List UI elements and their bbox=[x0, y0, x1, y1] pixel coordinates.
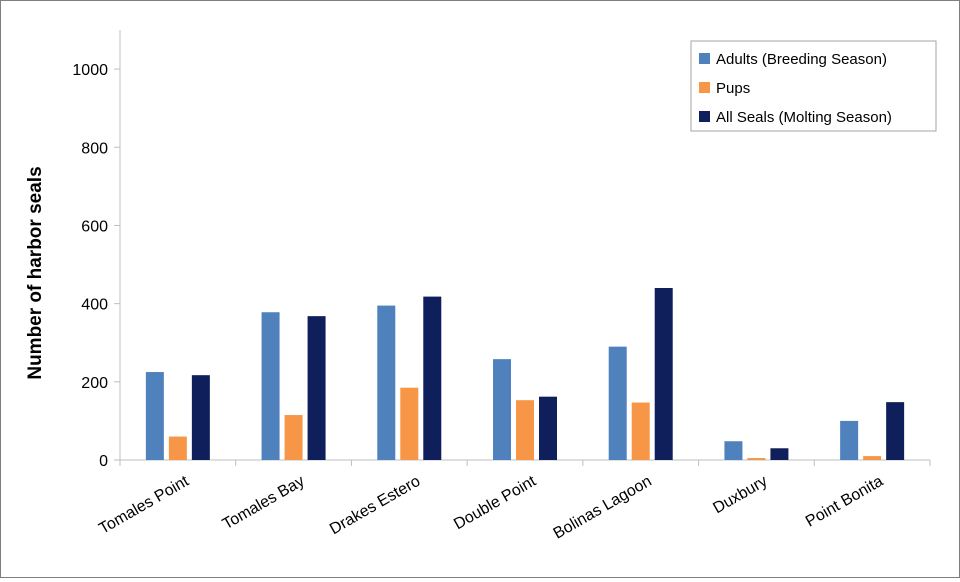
bars bbox=[145, 288, 905, 460]
y-tick-label: 600 bbox=[81, 218, 108, 235]
bar bbox=[724, 441, 743, 460]
x-category-label: Tomales Point bbox=[96, 472, 192, 537]
bar bbox=[770, 448, 789, 460]
bar bbox=[539, 396, 557, 460]
y-axis-title: Number of harbor seals bbox=[25, 166, 46, 379]
bar bbox=[261, 312, 280, 460]
labels: 0 200 400 600 800 1000 Tomales Point Tomales Ba… bbox=[72, 62, 886, 543]
y-tick-label: 0 bbox=[99, 453, 108, 470]
legend-swatch bbox=[699, 82, 710, 93]
axes bbox=[114, 30, 931, 466]
bar bbox=[307, 316, 326, 460]
legend-label: Adults (Breeding Season) bbox=[716, 51, 887, 68]
bar bbox=[840, 420, 859, 460]
legend: Adults (Breeding Season) Pups All Seals (M… bbox=[690, 40, 937, 132]
bar bbox=[886, 402, 905, 460]
x-category-label: Tomales Bay bbox=[220, 473, 308, 534]
bar bbox=[747, 458, 766, 460]
x-category-label: Drakes Estero bbox=[327, 473, 423, 538]
legend-box bbox=[690, 40, 937, 132]
bar bbox=[631, 402, 650, 460]
x-category-label: Duxbury bbox=[710, 473, 770, 518]
y-tick-label: 800 bbox=[81, 140, 108, 157]
bar bbox=[654, 288, 673, 460]
bar bbox=[377, 305, 396, 460]
bar bbox=[493, 359, 511, 460]
x-category-label: Point Bonita bbox=[803, 473, 886, 531]
bar bbox=[608, 346, 627, 460]
legend-swatch bbox=[699, 111, 710, 122]
x-category-label: Bolinas Lagoon bbox=[551, 473, 655, 543]
y-tick-label: 400 bbox=[81, 297, 108, 314]
bar bbox=[863, 456, 882, 460]
y-tick-label: 1000 bbox=[72, 62, 108, 79]
bar bbox=[516, 400, 534, 460]
legend-swatch bbox=[699, 53, 710, 64]
legend-label: Pups bbox=[716, 80, 750, 97]
bar bbox=[145, 372, 164, 460]
bar bbox=[400, 387, 419, 460]
y-tick-label: 200 bbox=[81, 375, 108, 392]
legend-label: All Seals (Molting Season) bbox=[716, 109, 892, 126]
bar bbox=[168, 436, 187, 460]
x-category-label: Double Point bbox=[451, 472, 539, 533]
bar bbox=[423, 296, 442, 460]
bar bbox=[284, 415, 303, 460]
bar bbox=[191, 375, 210, 460]
